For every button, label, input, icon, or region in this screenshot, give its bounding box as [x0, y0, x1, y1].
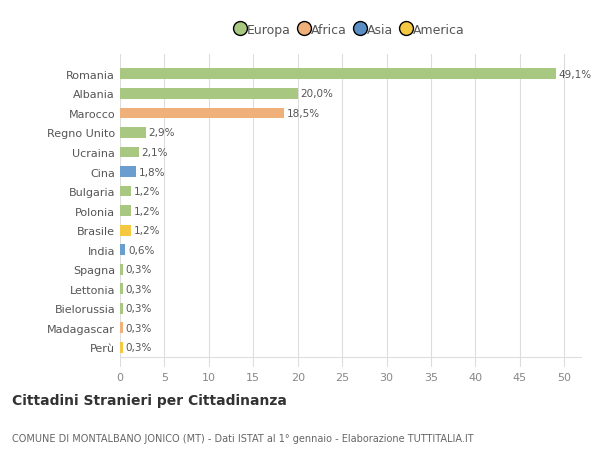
- Text: 2,9%: 2,9%: [148, 128, 175, 138]
- Bar: [120, 206, 131, 217]
- Bar: [120, 89, 298, 100]
- Bar: [120, 147, 139, 158]
- Bar: [120, 284, 122, 295]
- Text: 0,3%: 0,3%: [125, 323, 152, 333]
- Text: COMUNE DI MONTALBANO JONICO (MT) - Dati ISTAT al 1° gennaio - Elaborazione TUTTI: COMUNE DI MONTALBANO JONICO (MT) - Dati …: [12, 433, 473, 442]
- Bar: [120, 303, 122, 314]
- Bar: [120, 128, 146, 139]
- Bar: [120, 108, 284, 119]
- Bar: [120, 323, 122, 334]
- Text: 0,3%: 0,3%: [125, 343, 152, 353]
- Text: Cittadini Stranieri per Cittadinanza: Cittadini Stranieri per Cittadinanza: [12, 393, 287, 407]
- Text: 18,5%: 18,5%: [287, 109, 320, 118]
- Text: 0,6%: 0,6%: [128, 245, 154, 255]
- Text: 20,0%: 20,0%: [301, 89, 333, 99]
- Bar: [120, 245, 125, 256]
- Text: 1,2%: 1,2%: [133, 187, 160, 196]
- Text: 0,3%: 0,3%: [125, 304, 152, 313]
- Bar: [120, 69, 556, 80]
- Bar: [120, 342, 122, 353]
- Text: 49,1%: 49,1%: [559, 70, 592, 79]
- Bar: [120, 264, 122, 275]
- Bar: [120, 167, 136, 178]
- Bar: [120, 186, 131, 197]
- Text: 1,8%: 1,8%: [139, 167, 165, 177]
- Text: 1,2%: 1,2%: [133, 206, 160, 216]
- Text: 0,3%: 0,3%: [125, 284, 152, 294]
- Bar: [120, 225, 131, 236]
- Text: 2,1%: 2,1%: [142, 148, 168, 157]
- Text: 1,2%: 1,2%: [133, 226, 160, 235]
- Legend: Europa, Africa, Asia, America: Europa, Africa, Asia, America: [237, 24, 465, 37]
- Text: 0,3%: 0,3%: [125, 265, 152, 274]
